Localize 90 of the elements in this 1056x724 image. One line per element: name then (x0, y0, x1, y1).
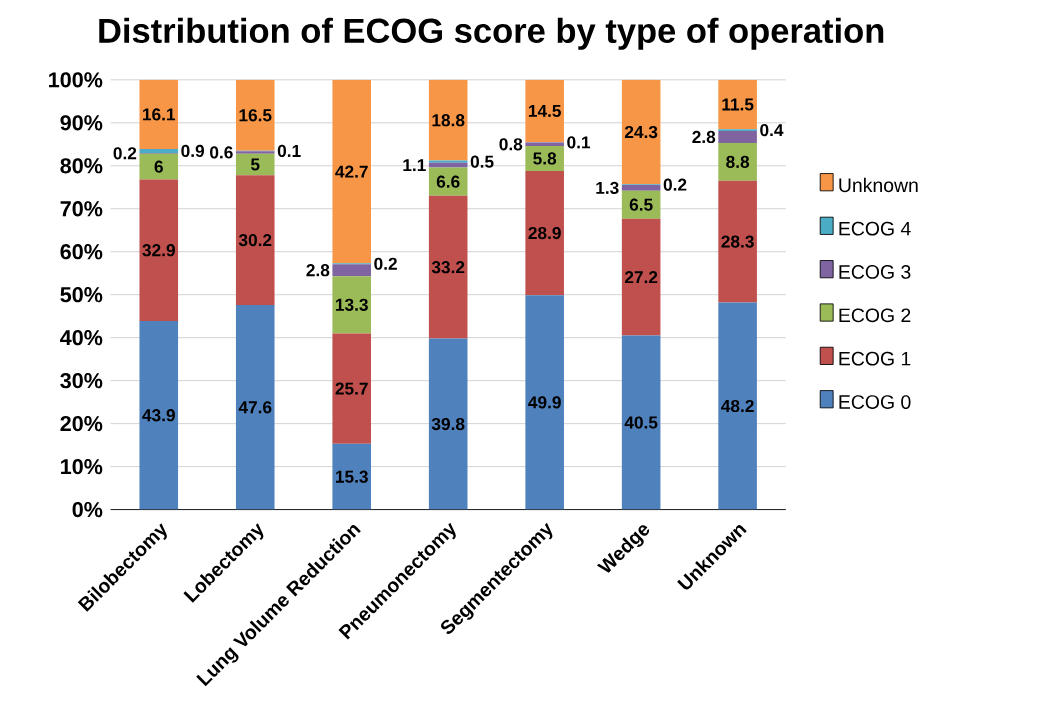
bar (525, 170, 564, 295)
data-label: 5.8 (533, 152, 557, 165)
y-tick-label: 10% (61, 458, 103, 475)
data-label: 0.5 (470, 155, 494, 168)
y-tick-label: 20% (60, 415, 103, 432)
legend-label: Unknown (839, 177, 918, 192)
data-label: 28.3 (721, 235, 754, 248)
data-label: 0.8 (499, 137, 523, 151)
data-label: 1.1 (403, 158, 426, 171)
data-label: 40.5 (624, 416, 658, 429)
data-label: 0.1 (277, 144, 301, 157)
bar (621, 335, 661, 510)
data-label: 32.9 (142, 243, 175, 257)
bar (428, 338, 468, 510)
data-label: 1.3 (596, 181, 619, 194)
y-tick-label: 50% (60, 286, 103, 303)
data-label: 49.9 (528, 396, 561, 409)
bar (428, 79, 468, 161)
y-tick-label: 40% (60, 329, 103, 346)
legend-label: ECOG 0 (839, 394, 911, 409)
data-label: 28.9 (528, 226, 561, 239)
bar (718, 130, 757, 143)
bar (718, 142, 757, 181)
bar (428, 160, 468, 163)
y-tick-label: 100% (49, 71, 103, 88)
bar (621, 79, 661, 185)
data-label: 42.7 (335, 165, 368, 178)
data-label: 2.8 (692, 130, 716, 143)
bar (332, 443, 372, 510)
data-label: 0.9 (181, 144, 205, 157)
y-tick-label: 30% (60, 372, 103, 389)
data-label: 6.6 (436, 175, 460, 188)
bar (332, 263, 372, 276)
data-label: 48.2 (721, 399, 754, 412)
data-label: 8.8 (726, 155, 750, 168)
data-label: 24.3 (624, 125, 658, 138)
data-label: 47.6 (238, 400, 272, 414)
bar (139, 79, 179, 149)
legend-label: ECOG 3 (839, 264, 911, 279)
data-label: 6.5 (629, 198, 653, 211)
data-label: 5 (250, 158, 260, 171)
data-label: 27.2 (624, 270, 658, 283)
bar (718, 79, 757, 130)
bar (139, 153, 179, 180)
y-tick-label: 90% (60, 114, 103, 131)
bar (235, 175, 275, 305)
bar (332, 333, 372, 444)
data-label: 30.2 (238, 233, 272, 247)
data-label: 11.5 (722, 98, 754, 111)
data-label: 0.2 (663, 178, 687, 191)
data-label: 0.2 (113, 146, 137, 160)
bar (139, 148, 179, 153)
data-label: 25.7 (335, 382, 368, 395)
data-label: 43.9 (142, 408, 175, 422)
y-tick-label: 60% (60, 243, 103, 260)
y-tick-label: 80% (60, 157, 103, 174)
bar (621, 218, 661, 336)
bar (525, 294, 564, 510)
bar (235, 304, 275, 510)
legend-label: ECOG 2 (839, 308, 911, 322)
data-label: 0.1 (567, 136, 591, 149)
bar (332, 276, 372, 334)
data-label: 18.8 (432, 113, 465, 127)
bar (332, 79, 372, 264)
bar (525, 79, 564, 142)
bar (428, 195, 468, 339)
bar (235, 153, 275, 175)
chart-title: Distribution of ECOG score by type of operation (99, 17, 884, 50)
data-label: 0.2 (374, 257, 397, 270)
data-label: 33.2 (431, 260, 465, 274)
bar (139, 320, 179, 510)
legend-label: ECOG 4 (839, 221, 911, 236)
bar (139, 179, 179, 321)
data-label: 13.3 (336, 298, 368, 311)
data-label: 0.4 (760, 123, 784, 136)
data-label: 15.3 (336, 470, 368, 483)
bar (718, 302, 757, 510)
data-label: 2.8 (306, 263, 330, 277)
bar (718, 180, 757, 303)
bar (621, 184, 661, 191)
legend-label: ECOG 1 (839, 351, 911, 366)
data-label: 14.5 (528, 104, 561, 117)
bar (235, 79, 275, 151)
data-label: 16.5 (239, 108, 272, 122)
y-tick-label: 0% (72, 501, 103, 517)
data-label: 39.8 (431, 417, 465, 430)
data-label: 16.1 (143, 108, 176, 121)
data-label: 0.6 (210, 146, 233, 159)
data-label: 6 (154, 160, 163, 173)
y-tick-label: 70% (60, 200, 103, 217)
